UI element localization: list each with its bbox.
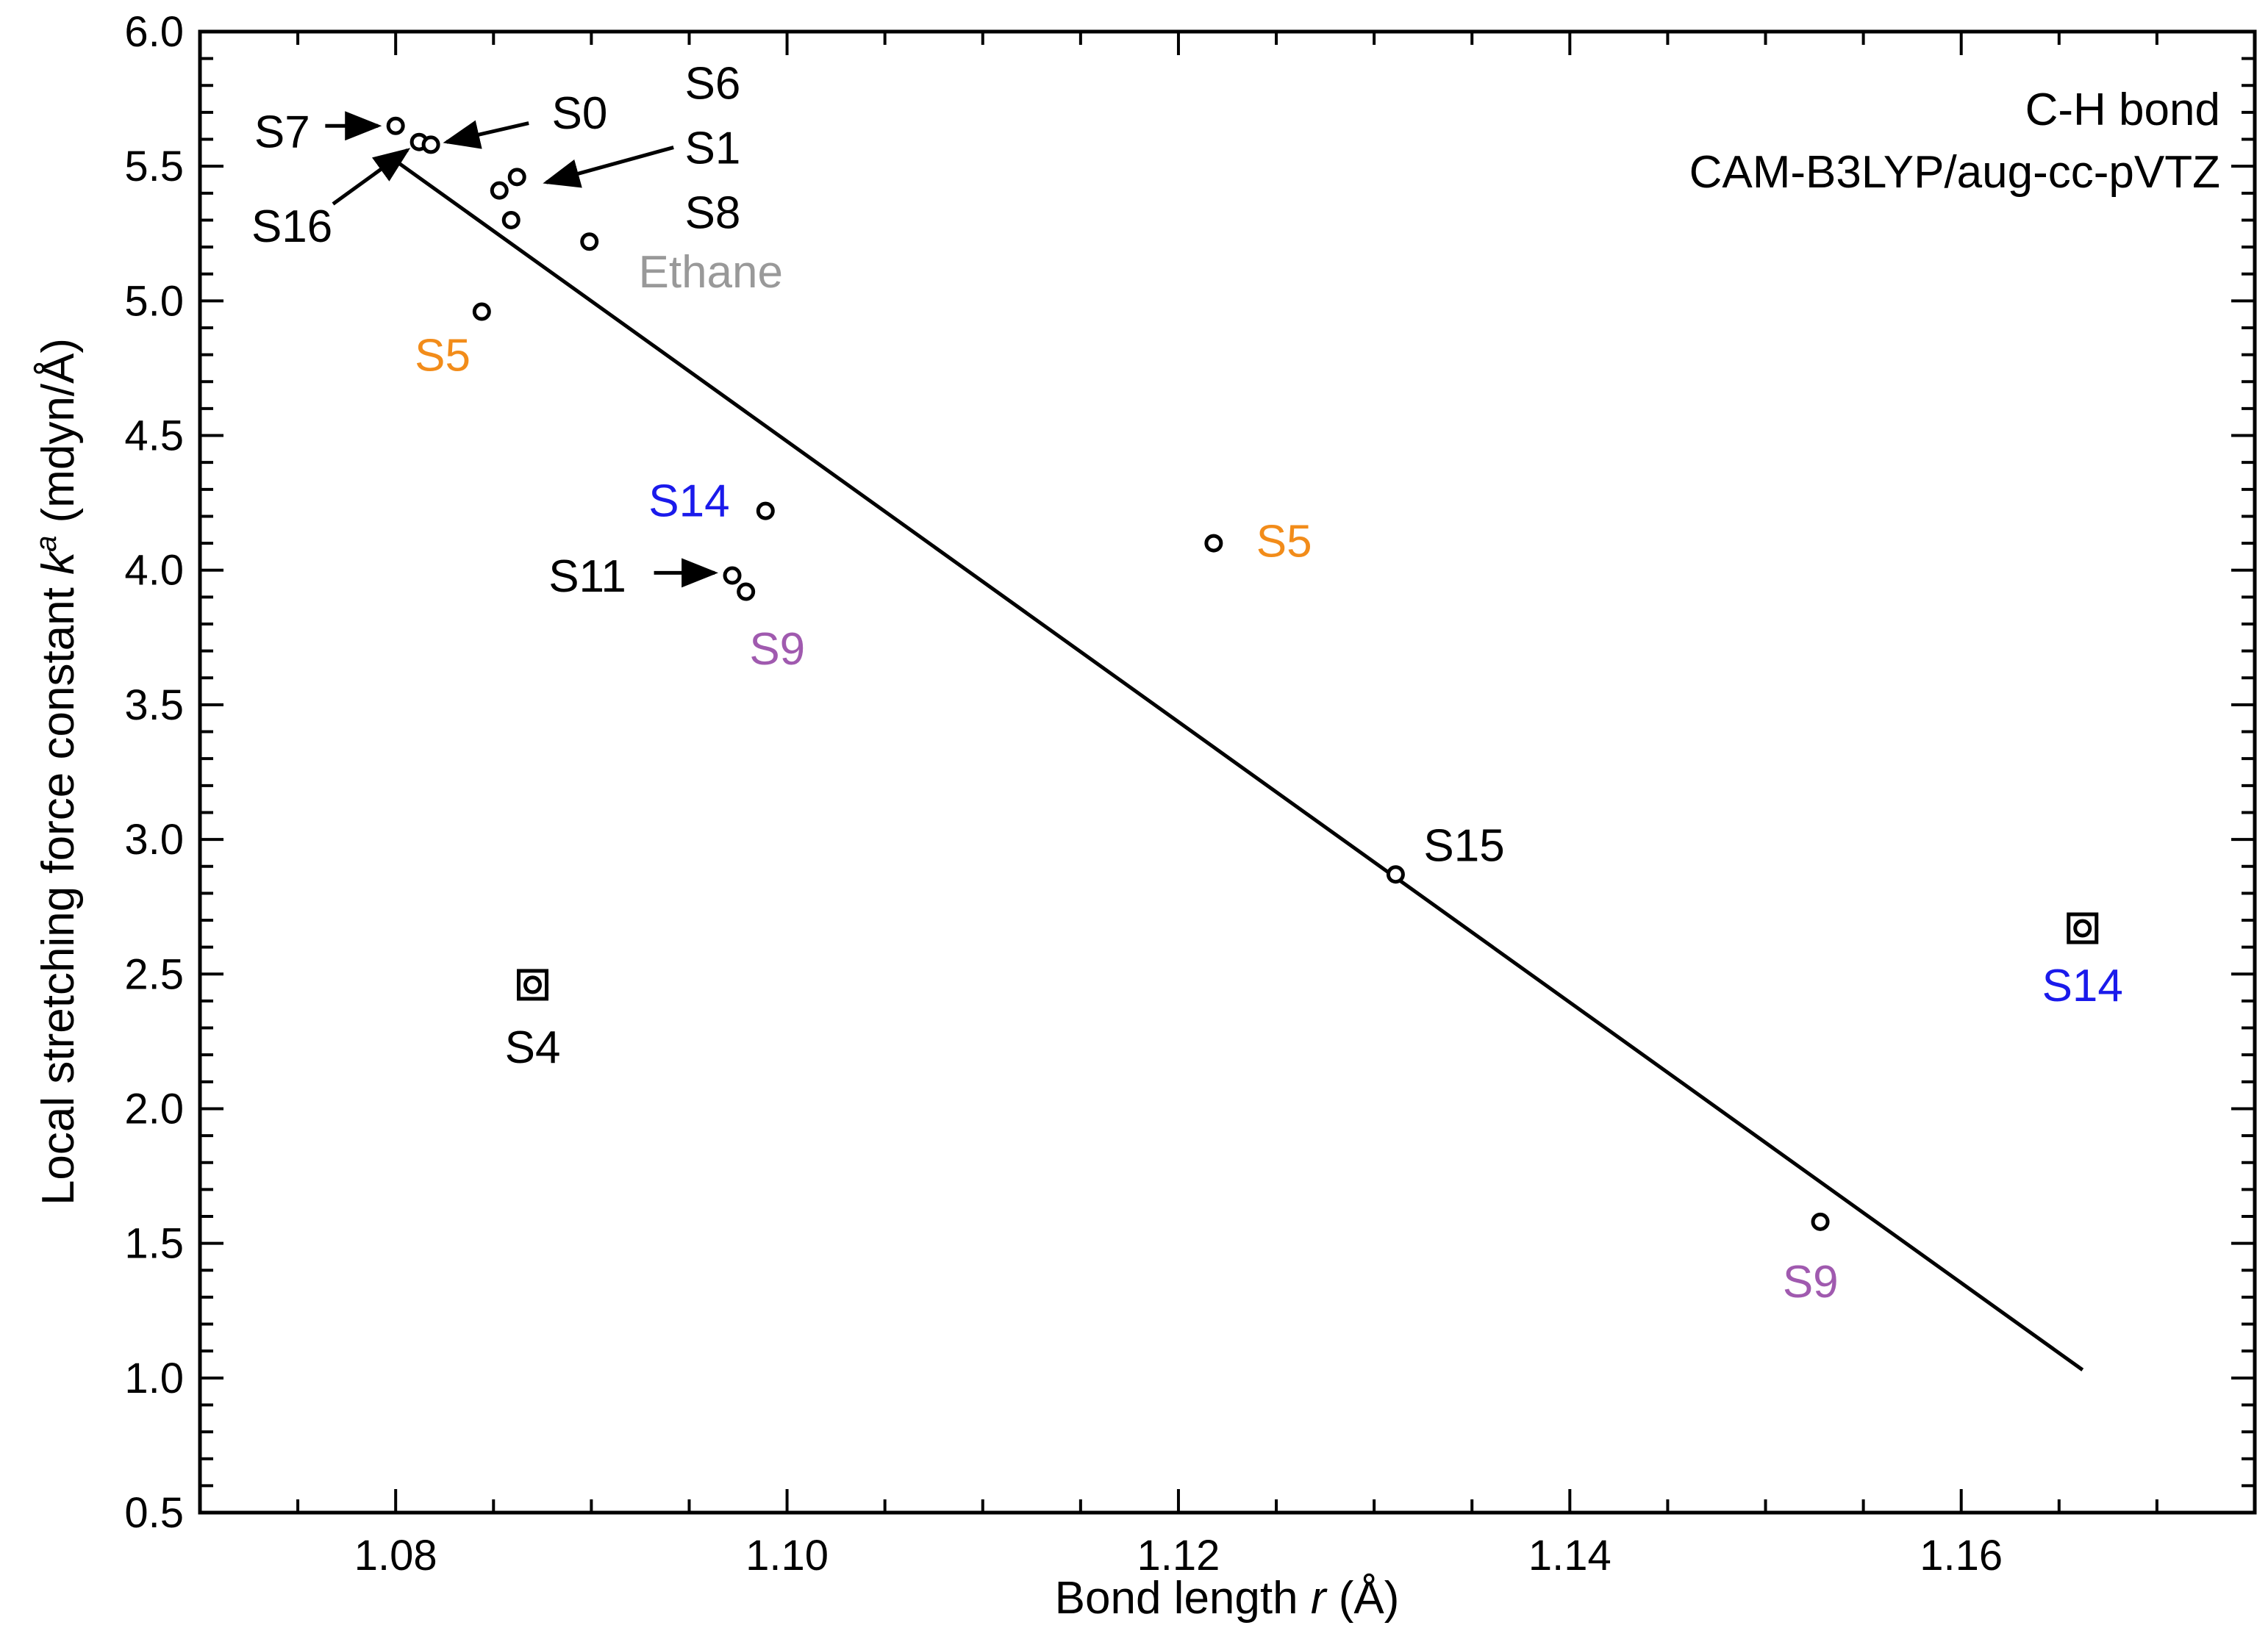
x-axis-label-prefix: Bond length [1055,1573,1311,1624]
x-tick-label: 1.10 [745,1532,829,1579]
x-tick-label: 1.14 [1528,1532,1611,1579]
y-tick-label: 0.5 [124,1489,184,1537]
y-axis-label-prefix: Local stretching force constant [33,575,84,1205]
y-tick-label: 1.0 [124,1355,184,1402]
point-label: S14 [2042,961,2123,1011]
x-axis-label: Bond length r (Å) [1055,1573,1400,1624]
x-tick-label: 1.08 [354,1532,437,1579]
data-point [507,168,526,187]
annotation-arrows [325,111,719,588]
point-label: S5 [415,331,471,381]
annotation-arrow [332,148,411,206]
method-annotation-line2: CAM-B3LYP/aug-cc-pVTZ [1689,147,2220,198]
y-axis-label-suffix: (mdyn/Å) [33,338,84,536]
y-tick-label: 3.5 [124,681,184,729]
data-point [737,582,756,601]
y-tick-label: 1.5 [124,1220,184,1268]
point-label: S15 [1423,820,1504,871]
y-tick-label: 4.5 [124,412,184,460]
point-label: S11 [548,551,626,602]
data-point [421,135,440,154]
point-label: S14 [648,476,729,526]
axis-tick-labels: 1.08 1.10 1.12 1.14 1.16 0.5 1.0 1.5 2.0 2.5 3.0 3.… [124,8,2003,1579]
y-tick-label: 2.5 [124,950,184,998]
data-point [1204,534,1223,553]
data-point [1386,865,1405,884]
y-tick-label: 2.0 [124,1085,184,1133]
y-axis-label-var: k [33,550,84,575]
plot-frame [198,29,2257,1515]
data-point-box [2067,912,2099,944]
point-label: S6 [684,59,740,110]
data-point [2073,919,2092,938]
data-point [580,232,599,251]
point-label: S9 [1783,1257,1839,1308]
point-label: S4 [505,1022,561,1073]
data-point [523,975,543,994]
point-label: Ethane [638,247,783,298]
x-tick-label: 1.16 [1920,1532,2003,1579]
annotation-arrow [443,120,529,149]
y-axis-label-sup: a [30,536,62,552]
x-tick-label: 1.12 [1137,1532,1220,1579]
y-axis-label: Local stretching force constant ka (mdyn… [30,338,84,1205]
point-label: S5 [1256,516,1312,567]
y-tick-label: 3.0 [124,816,184,864]
point-label: S7 [254,107,310,158]
data-point [756,501,775,520]
data-points [386,116,2099,1231]
data-point [501,210,521,229]
data-point [1811,1212,1830,1231]
point-label: S16 [251,201,332,252]
data-point [386,116,405,135]
y-tick-label: 6.0 [124,8,184,56]
y-tick-label: 4.0 [124,547,184,595]
axis-ticks [198,30,2256,1514]
point-label: S1 [684,123,740,174]
data-point [472,302,491,321]
data-point [723,566,742,585]
point-label: S0 [551,88,607,139]
data-point-box [517,969,549,1001]
annotation-arrow [543,146,674,188]
x-axis-label-suffix: (Å) [1326,1573,1399,1624]
method-annotation-line1: C-H bond [2025,85,2220,135]
y-tick-label: 5.5 [124,143,184,190]
x-axis-label-var: r [1311,1573,1328,1624]
point-label: S8 [684,187,740,238]
point-label: S9 [749,624,805,675]
data-point [490,181,509,200]
point-labels: S7 S16 S0 S6 S1 S8 Ethane S5 S14 S11 S9 S5 S15 S14 S9 S… [251,59,2123,1308]
fit-line [394,159,2084,1371]
y-tick-label: 5.0 [124,277,184,325]
